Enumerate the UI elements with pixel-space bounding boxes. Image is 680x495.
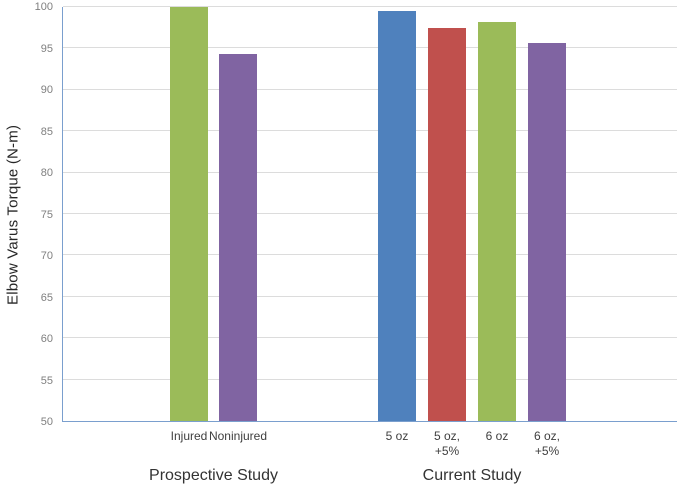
bar-slot: Injured — [170, 7, 208, 443]
gridline — [63, 337, 677, 339]
bar-5-oz — [378, 11, 416, 421]
bar-slot: 5 oz — [378, 7, 416, 443]
y-tick-label: 95 — [40, 42, 53, 55]
gridline — [63, 213, 677, 214]
bar-slot: Noninjured — [209, 7, 267, 443]
y-tick-label: 80 — [40, 167, 53, 179]
group-label-prospective-study: Prospective Study — [149, 467, 278, 484]
y-tick-label: 75 — [40, 208, 53, 221]
gridline — [63, 295, 677, 297]
category-label-5-oz: 5 oz — [385, 429, 409, 443]
bar-injured — [170, 7, 208, 421]
plot-area: Injured Noninjured Prospective Study 5 oz 5 … — [62, 6, 677, 484]
y-tick-label: 50 — [40, 416, 53, 428]
category-label-injured: Injured — [170, 429, 208, 443]
category-label-6-oz: 6 oz — [485, 429, 509, 443]
group-label-current-study: Current Study — [422, 467, 522, 484]
bar-6-oz — [478, 21, 516, 421]
bar-noninjured — [219, 54, 257, 421]
gridline — [63, 88, 677, 90]
bar-slot: 6 oz — [478, 7, 516, 443]
y-tick-label: 65 — [40, 291, 53, 304]
y-tick-label: 90 — [40, 84, 53, 96]
y-tick-label: 100 — [34, 1, 53, 13]
gridline — [63, 254, 677, 256]
bar-5-oz-5 — [428, 27, 466, 421]
gridline — [63, 130, 677, 132]
gridline — [63, 378, 677, 380]
category-label-5-oz-5: 5 oz, +5% — [433, 429, 460, 458]
bar-slot: 6 oz, +5% — [528, 7, 566, 458]
bar-group: Injured Noninjured Prospective Study — [149, 7, 278, 484]
y-tick-label: 70 — [40, 250, 53, 262]
category-label-noninjured: Noninjured — [208, 429, 268, 443]
y-tick-label: 85 — [40, 125, 53, 138]
y-axis-tick-labels: 50 55 60 65 70 75 80 85 90 95 100 — [0, 0, 53, 495]
y-tick-label: 60 — [40, 333, 53, 345]
y-tick-label: 55 — [40, 374, 53, 387]
gridline — [63, 6, 677, 7]
bar-slot: 5 oz, +5% — [428, 7, 466, 458]
gridline — [63, 171, 677, 173]
bar-group: 5 oz 5 oz, +5% 6 oz 6 oz, +5% Current Study — [378, 7, 566, 484]
gridline — [63, 47, 677, 49]
category-label-6-oz-5: 6 oz, +5% — [533, 429, 560, 458]
bar-6-oz-5 — [528, 43, 566, 421]
